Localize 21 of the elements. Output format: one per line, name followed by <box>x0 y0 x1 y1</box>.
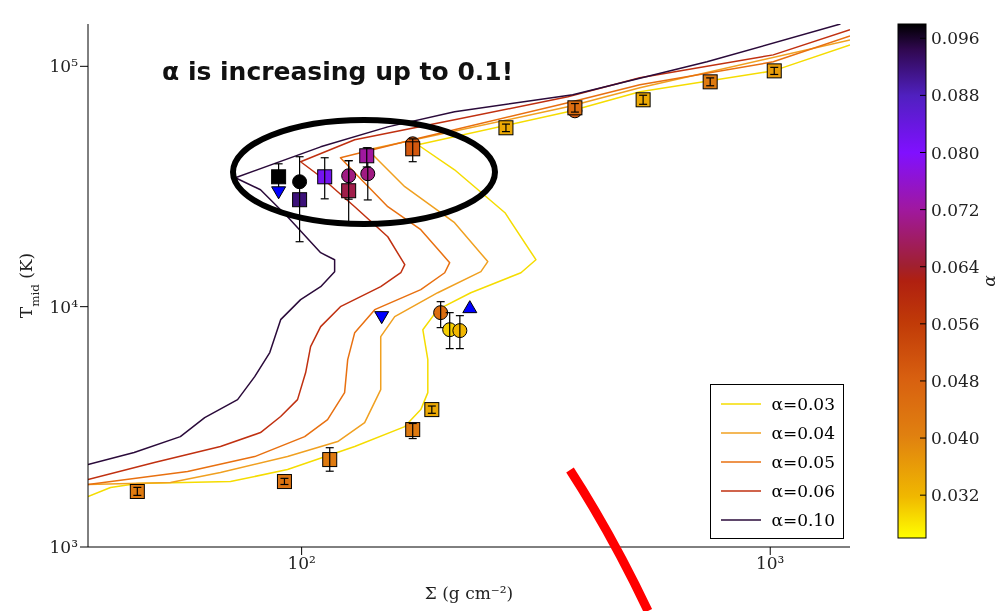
color-bar-label: 0.096 <box>931 28 980 49</box>
color-bar-label: 0.040 <box>931 428 980 449</box>
color-bar-label: 0.088 <box>931 85 980 106</box>
legend-label: α=0.03 <box>771 393 835 414</box>
legend-label: α=0.10 <box>771 509 835 530</box>
color-bar-label: 0.064 <box>931 256 980 277</box>
y-tick-label: 10³ <box>49 537 78 558</box>
legend-label: α=0.04 <box>771 422 835 443</box>
color-bar-label: 0.048 <box>931 370 980 391</box>
x-axis-title: Σ (g cm⁻²) <box>424 583 514 603</box>
x-tick-label: 10² <box>287 553 316 574</box>
legend-label: α=0.06 <box>771 480 835 501</box>
y-tick-label: 10⁴ <box>49 296 79 317</box>
y-tick-label: 10⁵ <box>49 56 79 77</box>
color-bar-title: α <box>979 274 999 287</box>
annotation: α is increasing up to 0.1! <box>162 57 514 86</box>
color-bar-label: 0.080 <box>931 142 980 163</box>
color-bar-label: 0.032 <box>931 485 980 506</box>
legend-label: α=0.05 <box>771 451 835 472</box>
color-bar-label: 0.072 <box>931 199 980 220</box>
color-bar-label: 0.056 <box>931 313 980 334</box>
